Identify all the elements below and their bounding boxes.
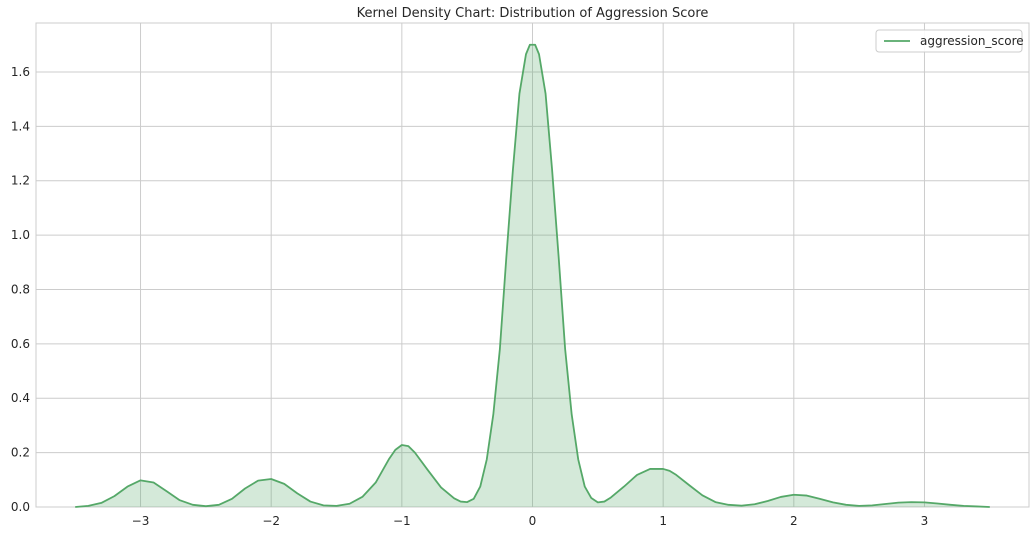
x-tick-label: 3 bbox=[921, 514, 929, 528]
legend-box bbox=[875, 29, 1023, 53]
x-tick-label: −1 bbox=[393, 514, 411, 528]
y-tick-label: 0.0 bbox=[11, 500, 30, 514]
plot-frame bbox=[35, 22, 1030, 508]
y-tick-label: 1.6 bbox=[11, 65, 30, 79]
y-tick-label: 0.4 bbox=[11, 391, 30, 405]
legend[interactable]: aggression_score bbox=[875, 29, 1024, 53]
y-tick-label: 0.6 bbox=[11, 337, 30, 351]
y-tick-label: 1.0 bbox=[11, 228, 30, 242]
density-area-group bbox=[75, 43, 990, 508]
chart-title: Kernel Density Chart: Distribution of Ag… bbox=[357, 6, 709, 21]
density-line bbox=[75, 43, 990, 508]
y-tick-label: 1.2 bbox=[11, 174, 30, 188]
x-tick-label: −2 bbox=[262, 514, 280, 528]
density-fill bbox=[75, 44, 990, 507]
x-tick-label: 0 bbox=[529, 514, 537, 528]
legend-label: aggression_score bbox=[920, 34, 1024, 48]
x-tick-label: 1 bbox=[659, 514, 667, 528]
y-tick-label: 1.4 bbox=[11, 119, 30, 133]
grid bbox=[36, 23, 1029, 508]
tick-labels: 0.0 0.2 0.4 0.6 0.8 1.0 1.2 1.4 1.6 −3 −2 −1 0 1 2 3 bbox=[11, 65, 928, 528]
y-tick-label: 0.2 bbox=[11, 446, 30, 460]
y-tick-label: 0.8 bbox=[11, 282, 30, 296]
x-tick-label: −3 bbox=[132, 514, 150, 528]
x-tick-label: 2 bbox=[790, 514, 798, 528]
plot-border bbox=[35, 22, 1030, 508]
